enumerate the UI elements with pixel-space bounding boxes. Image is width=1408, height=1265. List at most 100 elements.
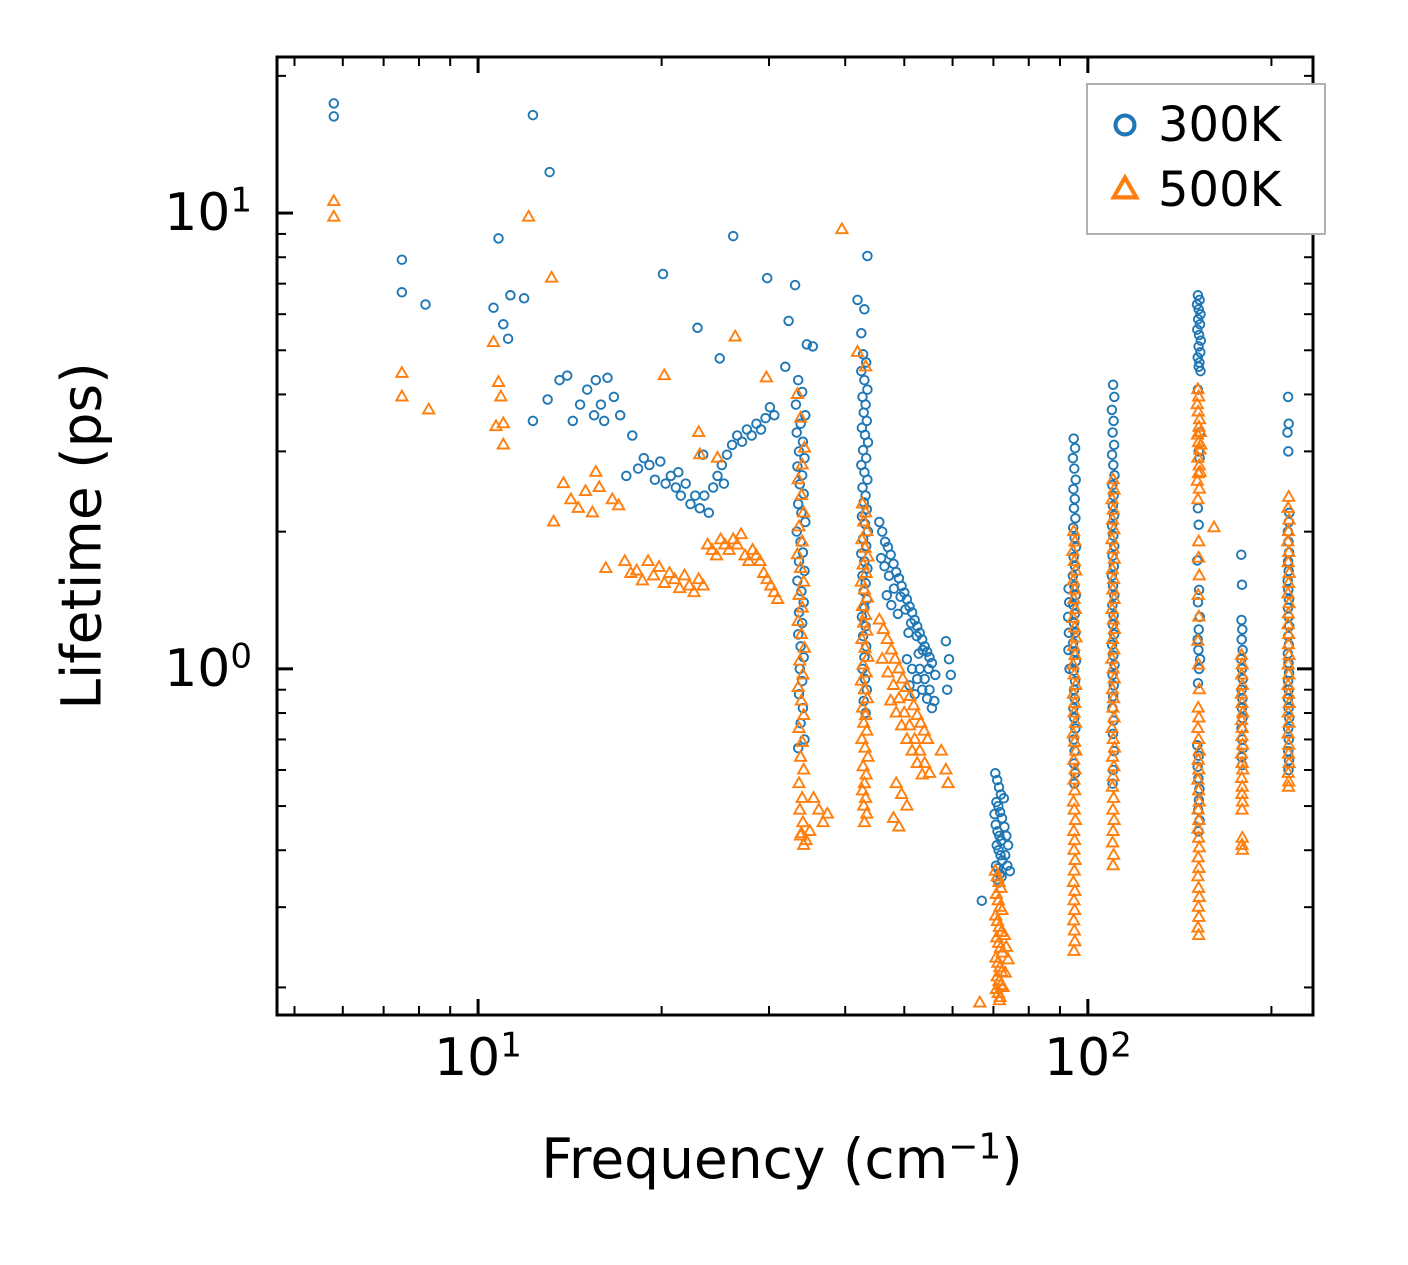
data-point xyxy=(420,299,431,310)
data-point xyxy=(945,669,957,681)
data-point xyxy=(1106,858,1120,871)
data-point xyxy=(496,437,510,450)
data-point xyxy=(1283,446,1294,457)
data-point xyxy=(755,424,767,435)
data-point xyxy=(736,436,748,447)
data-point xyxy=(1193,519,1204,531)
data-point xyxy=(889,776,903,789)
x-axis-label: Frequency (cm−1) xyxy=(541,1126,1023,1191)
data-point xyxy=(941,776,955,789)
data-point xyxy=(327,209,341,222)
data-point xyxy=(578,484,593,497)
data-point xyxy=(1068,503,1080,514)
data-point xyxy=(930,669,941,681)
data-point xyxy=(1067,893,1081,906)
data-point xyxy=(712,470,723,482)
data-point xyxy=(792,498,804,510)
data-point xyxy=(876,526,888,537)
data-point xyxy=(989,808,1000,820)
data-point xyxy=(614,410,626,421)
data-point xyxy=(1191,721,1205,734)
data-point xyxy=(1191,492,1205,505)
data-point xyxy=(588,410,600,421)
data-point xyxy=(769,410,780,421)
data-point xyxy=(1106,835,1120,848)
data-point xyxy=(494,389,508,402)
data-point xyxy=(883,570,895,582)
data-point xyxy=(885,549,896,560)
series-500K xyxy=(327,194,1296,1008)
data-point xyxy=(1068,934,1082,947)
data-point xyxy=(880,632,894,645)
data-point xyxy=(675,490,687,501)
data-point xyxy=(493,233,504,244)
data-point xyxy=(859,374,870,386)
data-point xyxy=(858,407,869,418)
data-point xyxy=(1282,490,1296,502)
data-point xyxy=(486,335,501,348)
data-point xyxy=(792,374,804,386)
y-tick-label-10: 101 xyxy=(164,180,252,243)
data-point xyxy=(1109,391,1120,403)
data-point xyxy=(692,322,703,334)
data-point xyxy=(328,111,340,122)
data-point xyxy=(934,743,948,756)
data-point xyxy=(1108,439,1120,451)
data-point xyxy=(556,476,570,489)
series-layer xyxy=(327,98,1296,1008)
data-point xyxy=(545,270,559,283)
data-point xyxy=(856,327,867,339)
x-tick-label-100: 102 xyxy=(1044,1025,1132,1088)
data-point xyxy=(599,561,613,574)
data-point xyxy=(1106,824,1120,836)
data-point xyxy=(1067,923,1081,936)
data-point xyxy=(728,329,742,342)
data-point xyxy=(1282,427,1293,438)
data-point xyxy=(327,194,341,207)
data-point xyxy=(1281,501,1295,513)
data-point xyxy=(751,418,762,429)
data-point xyxy=(574,399,586,410)
data-point xyxy=(595,399,607,410)
data-point xyxy=(1282,391,1294,403)
legend-label-500k: 500K xyxy=(1158,161,1282,218)
data-point xyxy=(1066,875,1080,887)
data-point xyxy=(1068,853,1082,865)
data-point xyxy=(1068,903,1082,916)
data-point xyxy=(976,895,988,906)
data-point xyxy=(761,272,773,284)
data-point xyxy=(502,333,514,344)
data-point xyxy=(862,250,873,262)
data-point xyxy=(1107,791,1121,803)
data-point xyxy=(852,294,863,306)
data-point xyxy=(395,366,409,378)
data-point xyxy=(694,503,706,514)
x-tick-label-10: 101 xyxy=(434,1025,522,1088)
data-point xyxy=(1236,579,1248,590)
data-point xyxy=(644,459,655,471)
data-point xyxy=(689,490,701,501)
data-point xyxy=(783,315,794,327)
data-point xyxy=(1192,840,1206,853)
data-point xyxy=(1192,568,1206,581)
data-point xyxy=(1283,418,1294,429)
data-point xyxy=(771,592,785,604)
data-point xyxy=(835,222,849,235)
data-point xyxy=(941,684,953,695)
data-point xyxy=(567,415,579,427)
data-point xyxy=(1067,843,1081,855)
data-point xyxy=(1193,644,1204,656)
data-point xyxy=(759,370,773,383)
axes-frame xyxy=(275,55,1315,1017)
legend-label-300k: 300K xyxy=(1158,96,1282,153)
data-point xyxy=(1068,483,1079,495)
data-point xyxy=(699,490,710,501)
data-point xyxy=(1002,840,1014,851)
data-point xyxy=(895,787,909,800)
data-point xyxy=(940,635,952,647)
data-point xyxy=(1192,682,1206,695)
data-point xyxy=(1070,513,1081,524)
data-point xyxy=(635,573,649,586)
data-point xyxy=(396,254,408,265)
